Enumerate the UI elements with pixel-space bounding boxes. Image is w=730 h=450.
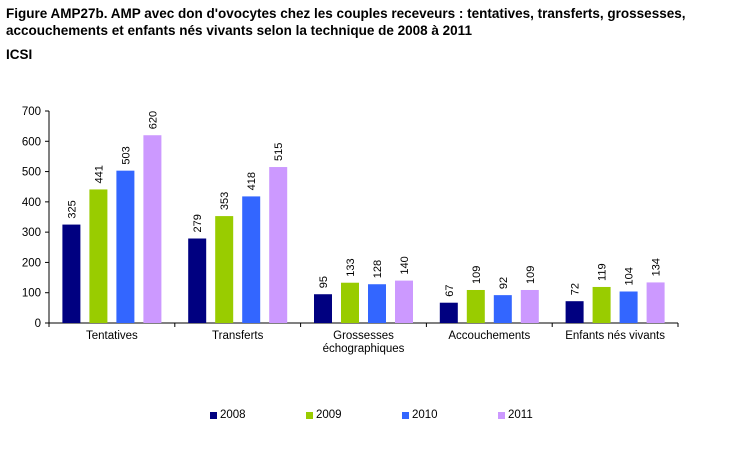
data-label: 279: [192, 214, 204, 232]
data-label: 134: [651, 258, 663, 276]
data-label: 92: [498, 277, 510, 289]
y-tick-label: 300: [22, 227, 41, 239]
y-tick-label: 0: [35, 318, 41, 330]
bar-2008-5: [565, 301, 584, 323]
data-label: 620: [147, 111, 159, 129]
bar-2010-1: [116, 170, 135, 323]
legend-label: 2008: [220, 409, 246, 421]
data-label: 503: [120, 146, 132, 164]
bar-2010-5: [619, 291, 638, 323]
x-tick-label: échographiques: [323, 343, 405, 355]
data-label: 119: [597, 263, 609, 281]
legend-swatch: [402, 411, 409, 419]
y-tick-label: 100: [22, 288, 41, 300]
legend-label: 2010: [412, 409, 438, 421]
legend-label: 2009: [316, 409, 342, 421]
bar-2011-4: [520, 289, 539, 323]
data-label: 109: [471, 266, 483, 284]
data-label: 104: [624, 267, 636, 285]
x-tick-label: Accouchements: [448, 330, 530, 342]
legend-swatch: [498, 411, 505, 419]
bar-2011-5: [646, 282, 665, 323]
y-tick-label: 600: [22, 136, 41, 148]
bar-2008-2: [188, 238, 207, 323]
legend-label: 2011: [508, 409, 533, 421]
data-label: 67: [444, 284, 456, 296]
x-tick-label: Tentatives: [86, 330, 138, 342]
bar-2011-3: [395, 280, 413, 323]
bar-2008-1: [62, 224, 81, 323]
x-tick-label: Transferts: [212, 330, 264, 342]
bar-2011-2: [269, 167, 288, 323]
data-label: 133: [345, 258, 357, 276]
data-label: 515: [273, 143, 285, 161]
data-label: 325: [66, 200, 78, 218]
y-tick-label: 500: [22, 167, 41, 179]
data-label: 441: [93, 165, 105, 183]
chart-subtitle: ICSI: [6, 47, 33, 62]
legend-swatch: [306, 411, 313, 419]
data-label: 72: [570, 283, 582, 295]
bar-2010-4: [493, 295, 512, 323]
y-tick-label: 700: [22, 106, 41, 118]
bar-2009-3: [341, 282, 359, 323]
bar-2009-4: [466, 289, 485, 323]
bar-2008-3: [314, 294, 332, 323]
bar-2009-5: [592, 286, 611, 323]
bar-2010-2: [242, 196, 261, 323]
data-label: 95: [318, 276, 330, 288]
data-label: 109: [525, 266, 537, 284]
y-tick-label: 400: [22, 197, 41, 209]
x-tick-label: Grossesses: [333, 330, 394, 342]
legend-item-2010: 2010: [402, 409, 498, 421]
bar-2010-3: [368, 284, 386, 323]
data-label: 128: [372, 260, 384, 278]
y-tick-label: 200: [22, 257, 41, 269]
chart-title: Figure AMP27b. AMP avec don d'ovocytes c…: [6, 6, 686, 38]
legend-swatch: [210, 411, 217, 419]
legend-item-2011: 2011: [498, 409, 594, 421]
legend-item-2009: 2009: [306, 409, 402, 421]
data-label: 418: [246, 172, 258, 190]
bar-2011-1: [143, 135, 162, 323]
bar-2008-4: [439, 302, 458, 323]
x-tick-label: Enfants nés vivants: [565, 330, 665, 342]
data-label: 140: [399, 256, 411, 274]
bar-2009-1: [89, 189, 108, 323]
bar-2009-2: [215, 216, 234, 323]
chart-legend: 2008 2009 2010 2011: [210, 409, 594, 421]
legend-item-2008: 2008: [210, 409, 306, 421]
data-label: 353: [219, 192, 231, 210]
